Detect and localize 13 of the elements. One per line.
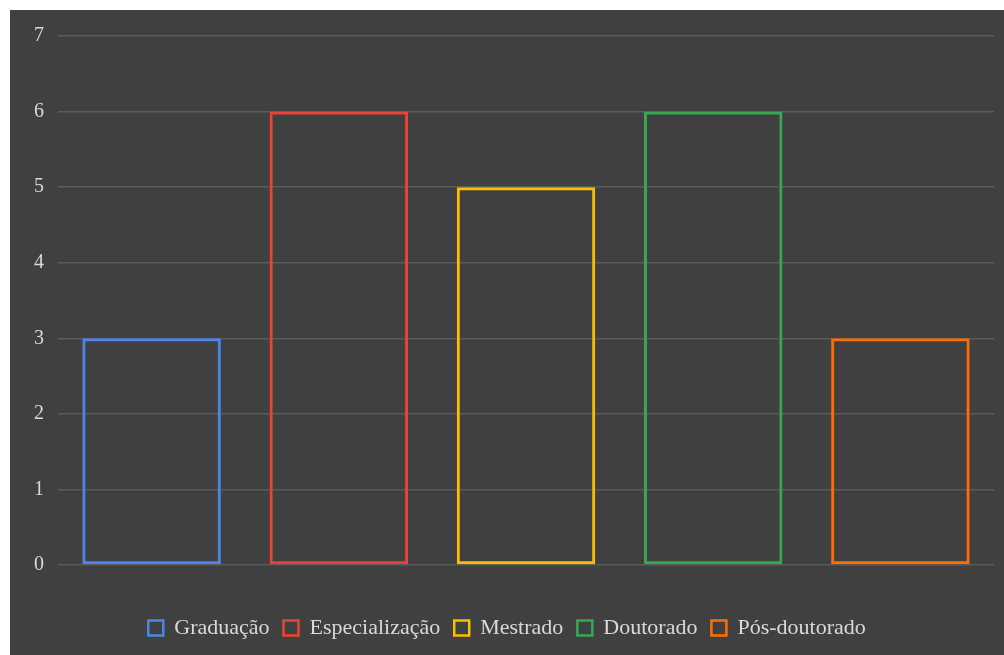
- y-tick-label: 6: [34, 98, 44, 121]
- y-tick-label: 1: [34, 476, 44, 499]
- y-tick-label: 2: [34, 401, 44, 424]
- y-tick-label: 7: [34, 23, 44, 46]
- y-tick-label: 0: [34, 552, 44, 575]
- y-tick-label: 3: [34, 325, 44, 348]
- legend-label: Graduação: [174, 613, 270, 639]
- legend-label: Doutorado: [603, 613, 698, 639]
- legend-label: Pós-doutorado: [737, 613, 866, 639]
- legend-label: Especialização: [309, 613, 441, 639]
- y-tick-label: 4: [34, 249, 44, 272]
- legend-label: Mestrado: [480, 613, 564, 639]
- y-tick-label: 5: [34, 174, 44, 197]
